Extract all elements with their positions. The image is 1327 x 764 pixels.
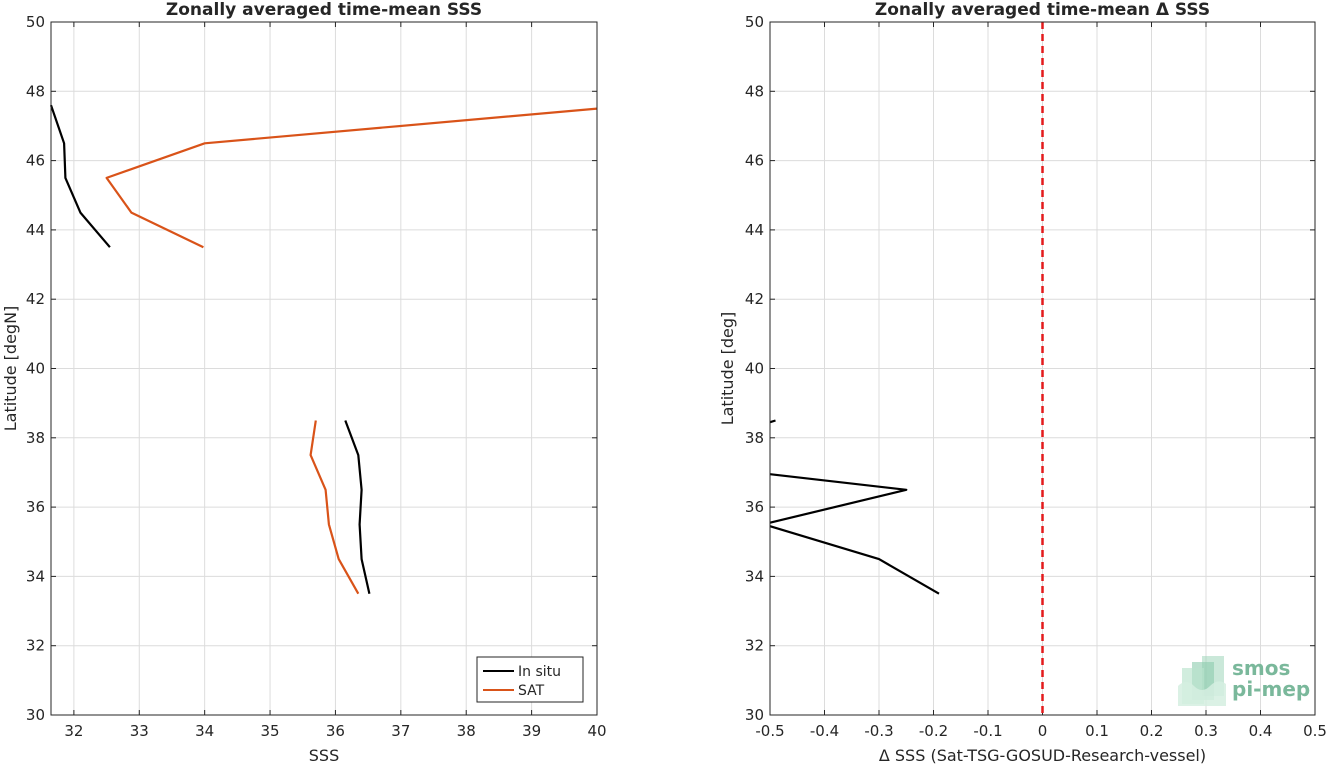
series-line-sat bbox=[309, 420, 360, 595]
delta-sss-x-tick-label: 0.5 bbox=[1303, 722, 1327, 740]
sss-x-tick-label: 39 bbox=[522, 722, 541, 740]
delta-sss-x-tick-label: 0 bbox=[1038, 722, 1048, 740]
delta-sss-x-tick-label: -0.1 bbox=[973, 722, 1002, 740]
delta-sss-axes-frame bbox=[769, 21, 1316, 716]
sss-y-tick-label: 46 bbox=[26, 152, 45, 170]
delta-sss-y-tick-label: 48 bbox=[745, 82, 764, 100]
sss-y-tick-label: 42 bbox=[26, 290, 45, 308]
delta-sss-y-tick-label: 38 bbox=[745, 429, 764, 447]
sss-x-tick-label: 40 bbox=[587, 722, 606, 740]
sss-y-tick-label: 32 bbox=[26, 637, 45, 655]
delta-sss-x-axis-label: Δ SSS (Sat-TSG-GOSUD-Research-vessel) bbox=[879, 746, 1206, 764]
sss-y-tick-label: 36 bbox=[26, 498, 45, 516]
series-line-delta-sss bbox=[769, 525, 940, 595]
sss-y-tick-label: 44 bbox=[26, 221, 45, 239]
sss-series-lines bbox=[49, 104, 598, 595]
sss-y-tick-label: 50 bbox=[26, 13, 45, 31]
delta-sss-y-tick-label: 46 bbox=[745, 152, 764, 170]
sss-chart-title: Zonally averaged time-mean SSS bbox=[166, 0, 482, 20]
delta-sss-y-tick-label: 50 bbox=[745, 13, 764, 31]
legend-entry-in-situ: In situ bbox=[518, 664, 561, 680]
sss-axes-frame bbox=[50, 21, 598, 716]
delta-sss-x-tick-label: 0.2 bbox=[1140, 722, 1164, 740]
delta-sss-x-tick-label: -0.4 bbox=[810, 722, 839, 740]
series-line-sat bbox=[105, 107, 598, 249]
sss-x-tick-label: 38 bbox=[457, 722, 476, 740]
delta-sss-y-tick-label: 40 bbox=[745, 360, 764, 378]
sss-x-tick-label: 34 bbox=[195, 722, 214, 740]
delta-sss-chart-title: Zonally averaged time-mean Δ SSS bbox=[875, 0, 1210, 20]
sss-tick-labels: 32 33 34 35 36 37 38 39 40 30 32 34 36 38 40 42 44 46 48 50 bbox=[26, 13, 607, 740]
delta-sss-series-lines bbox=[769, 419, 940, 595]
logo-text-smos: smos bbox=[1232, 656, 1290, 680]
sss-y-tick-label: 40 bbox=[26, 360, 45, 378]
series-line-in-situ bbox=[49, 104, 111, 248]
delta-sss-y-tick-label: 32 bbox=[745, 637, 764, 655]
sss-panel: 32 33 34 35 36 37 38 39 40 30 32 34 36 38 40 42 44 46 48 50… bbox=[1, 0, 607, 764]
sss-gridlines bbox=[51, 21, 598, 716]
delta-sss-y-tick-label: 42 bbox=[745, 290, 764, 308]
delta-sss-x-tick-label: 0.3 bbox=[1194, 722, 1218, 740]
sss-x-tick-label: 35 bbox=[261, 722, 280, 740]
delta-sss-panel: -0.5 -0.4 -0.3 -0.2 -0.1 0 0.1 0.2 0.3 0.4 0.5 30 32… bbox=[718, 0, 1327, 764]
delta-sss-y-tick-label: 36 bbox=[745, 498, 764, 516]
smos-pi-mep-logo: smos pi-mep bbox=[1178, 656, 1310, 706]
sss-y-tick-label: 38 bbox=[26, 429, 45, 447]
sss-x-tick-label: 36 bbox=[326, 722, 345, 740]
legend-entry-sat: SAT bbox=[518, 683, 545, 699]
sss-x-tick-label: 37 bbox=[391, 722, 410, 740]
sss-y-tick-label: 48 bbox=[26, 82, 45, 100]
sss-y-tick-label: 34 bbox=[26, 567, 45, 585]
delta-sss-x-tick-label: -0.2 bbox=[919, 722, 948, 740]
logo-wave-icon bbox=[1178, 656, 1226, 706]
logo-text-pi-mep: pi-mep bbox=[1232, 677, 1310, 701]
sss-x-tick-label: 32 bbox=[64, 722, 83, 740]
sss-x-axis-label: SSS bbox=[309, 746, 339, 764]
delta-sss-x-tick-label: 0.4 bbox=[1249, 722, 1273, 740]
series-line-delta-sss bbox=[769, 473, 908, 524]
sss-x-tick-label: 33 bbox=[130, 722, 149, 740]
delta-sss-y-tick-label: 34 bbox=[745, 567, 764, 585]
delta-sss-y-tick-label: 30 bbox=[745, 706, 764, 724]
sss-y-tick-label: 30 bbox=[26, 706, 45, 724]
sss-y-axis-label: Latitude [degN] bbox=[1, 306, 20, 432]
delta-sss-y-tick-label: 44 bbox=[745, 221, 764, 239]
sss-legend: In situ SAT bbox=[476, 656, 584, 703]
delta-sss-x-tick-label: 0.1 bbox=[1085, 722, 1109, 740]
delta-sss-y-axis-label: Latitude [deg] bbox=[718, 312, 737, 426]
delta-sss-x-tick-label: -0.3 bbox=[864, 722, 893, 740]
series-line-in-situ bbox=[344, 420, 371, 594]
legend-box bbox=[476, 656, 584, 703]
series-line-delta-sss bbox=[769, 419, 776, 424]
delta-sss-x-tick-label: -0.5 bbox=[755, 722, 784, 740]
